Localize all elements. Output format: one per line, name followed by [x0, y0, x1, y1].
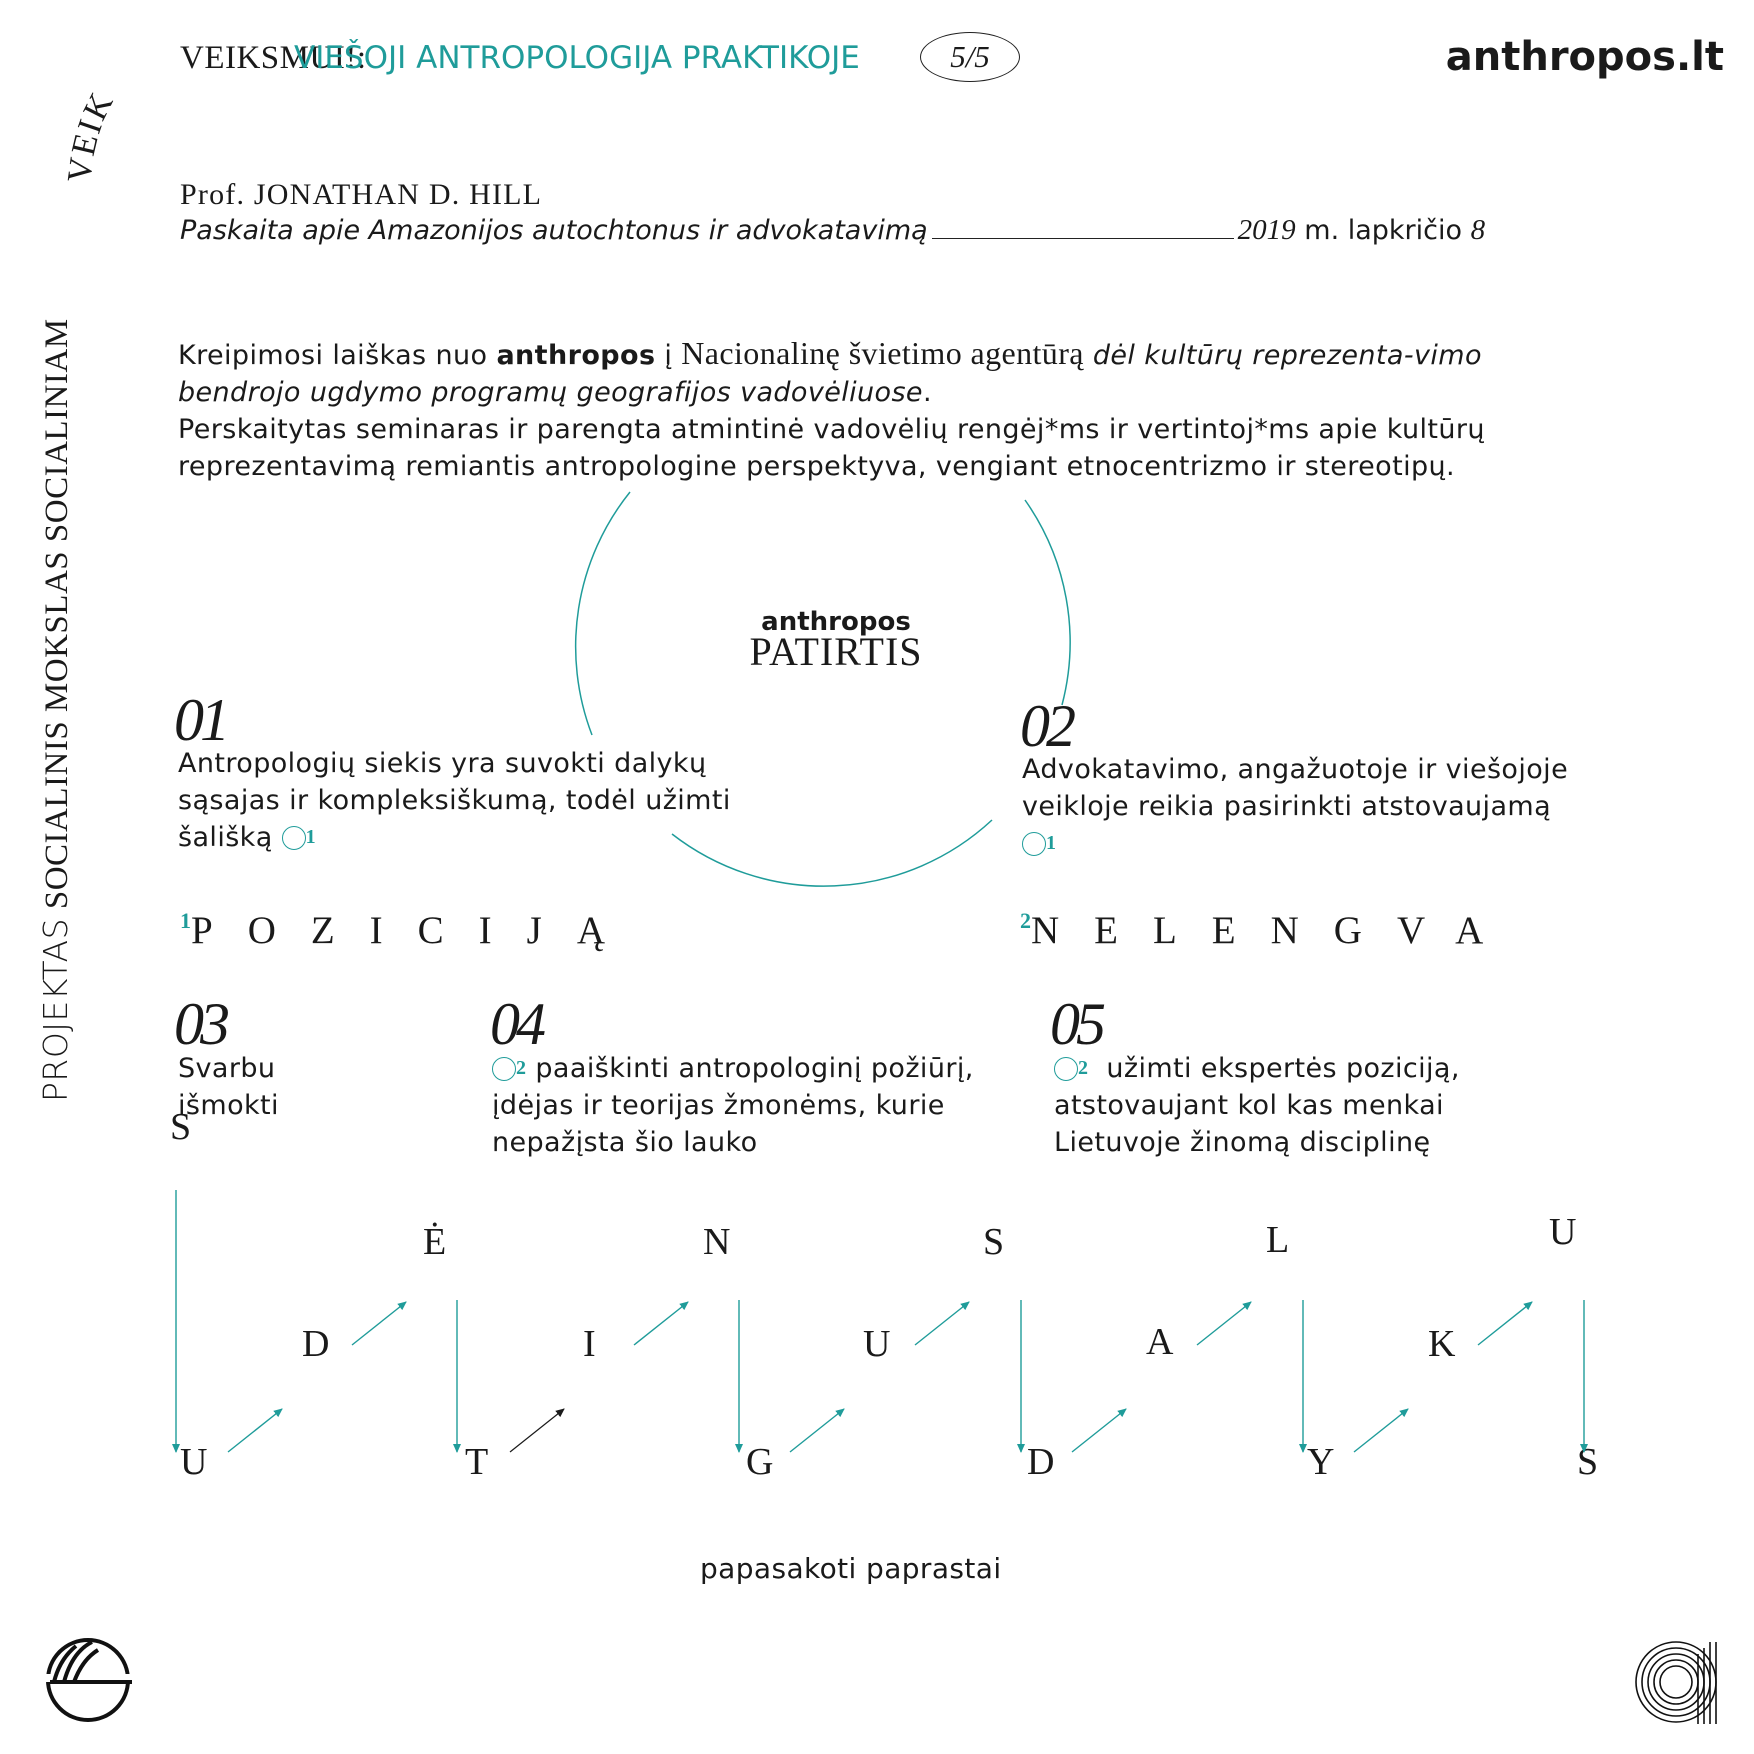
- footnote-2-word: NELENGVA: [1031, 909, 1519, 952]
- footnote-2-sup: 2: [1020, 908, 1031, 933]
- lecture-month: m. lapkričio: [1304, 215, 1463, 246]
- p1-b: į: [655, 340, 682, 371]
- zigzag-letter: A: [1146, 1321, 1174, 1363]
- item-04-number: 04: [490, 991, 546, 1057]
- item-02-sup: 1: [1046, 832, 1057, 854]
- zigzag-letter: Y: [1307, 1441, 1335, 1483]
- zigzag-letter: D: [1027, 1441, 1055, 1483]
- nordic-logo-icon: [44, 1638, 132, 1722]
- lecture-line: Paskaita apie Amazonijos autochtonus ir …: [180, 214, 1485, 247]
- footnote-1-sup: 1: [180, 908, 191, 933]
- item-04-body: paaiškinti antropologinį požiūrį, įdėjas…: [492, 1053, 974, 1158]
- item-02-body: Advokatavimo, angažuotoje ir viešojoje v…: [1022, 754, 1569, 822]
- circle-marker-icon: [1054, 1057, 1078, 1081]
- zigzag-letter: D: [302, 1323, 330, 1365]
- lecture-title: Paskaita apie Amazonijos autochtonus ir …: [180, 215, 928, 246]
- zigzag-letter: L: [1266, 1219, 1290, 1261]
- item-01-sup: 1: [305, 826, 317, 848]
- prefix-text: VEIKSMUI!:: [180, 40, 367, 76]
- arrow-up-8: [1353, 1408, 1409, 1453]
- zigzag-letter: N: [703, 1221, 731, 1263]
- item-03-number: 03: [174, 991, 230, 1057]
- intro-paragraph: Kreipimosi laiškas nuo anthropos į Nacio…: [178, 335, 1598, 485]
- p1-end: .: [922, 377, 932, 408]
- zigzag-letter: U: [863, 1323, 891, 1365]
- item-04-text: 2 paaiškinti antropologinį požiūrį, įdėj…: [492, 1050, 1032, 1161]
- item-05-text: 2 užimti ekspertės poziciją, atstovaujan…: [1054, 1050, 1524, 1161]
- arrow-up-7: [1196, 1301, 1252, 1346]
- zigzag-caption: papasakoti paprastai: [700, 1552, 1002, 1585]
- circle-marker-icon: [281, 826, 306, 850]
- circle-marker-icon: [1022, 832, 1046, 856]
- item-04-sup: 2: [516, 1057, 527, 1079]
- p1-bold: anthropos: [496, 340, 656, 371]
- lecture-year: 2019: [1237, 214, 1296, 246]
- item-02-text: Advokatavimo, angažuotoje ir viešojoje v…: [1022, 751, 1582, 862]
- arrow-up-4: [789, 1408, 845, 1453]
- footnote-2: 2NELENGVA: [1020, 908, 1518, 953]
- zigzag-letter: S: [170, 1106, 192, 1148]
- arrow-up-black: [509, 1408, 565, 1453]
- arrow-up-6: [1071, 1408, 1127, 1453]
- item-01-body: Antropologių siekis yra suvokti dalykų s…: [178, 748, 731, 853]
- arrow-up-9: [1477, 1301, 1533, 1346]
- footnote-1-word: POZICIJĄ: [191, 909, 641, 952]
- page-badge: 5/5: [920, 32, 1020, 82]
- arrow-up-3: [633, 1301, 689, 1346]
- footnote-1: 1POZICIJĄ: [180, 908, 640, 953]
- zigzag-letter: I: [583, 1323, 596, 1365]
- side-projektas: PROJEKTAS: [36, 917, 75, 1102]
- arrow-up-2: [351, 1301, 407, 1346]
- header-project-prefix: VEIKSMUI!:: [180, 40, 366, 77]
- arrow-up-5: [914, 1301, 970, 1346]
- item-01-text: Antropologių siekis yra suvokti dalykų s…: [178, 745, 738, 856]
- p1-italic: dėl kultūrų reprezenta-vimo bendrojo ugd…: [178, 340, 1482, 408]
- center-label: PATIRTIS: [749, 629, 923, 674]
- p1-a: Kreipimosi laiškas nuo: [178, 340, 497, 371]
- svg-text:VEIK: VEIK: [61, 86, 121, 185]
- item-03-text: Svarbu išmokti: [178, 1053, 279, 1121]
- item-05-sup: 2: [1078, 1057, 1089, 1079]
- zigzag-letter: Ė: [423, 1221, 447, 1263]
- brand-logo-text[interactable]: anthropos.lt: [1445, 34, 1724, 80]
- side-project-text: PROJEKTAS SOCIALINIS MOKSLAS SOCIALINIAM: [36, 318, 76, 1102]
- header-title: VIEŠOJI ANTROPOLOGIJA PRAKTIKOJE: [294, 40, 860, 76]
- curved-veik-text: VEIK: [61, 86, 121, 185]
- veik-textpath: VEIK: [61, 86, 119, 185]
- side-rest: SOCIALINIS MOKSLAS SOCIALINIAM: [39, 318, 75, 918]
- lecture-underline: [931, 238, 1234, 239]
- zigzag-letter: T: [465, 1441, 489, 1483]
- anthropos-logo-icon: [1635, 1641, 1717, 1724]
- zigzag-letter: U: [180, 1441, 208, 1483]
- circle-marker-icon: [492, 1057, 516, 1081]
- arrow-up-1: [227, 1408, 283, 1453]
- item-05-number: 05: [1050, 991, 1106, 1057]
- zigzag-letter: S: [983, 1221, 1005, 1263]
- item-05-body: užimti ekspertės poziciją, atstovaujant …: [1054, 1053, 1460, 1158]
- item-01-number: 01: [174, 687, 230, 753]
- p1-serif: Nacionalinę švietimo agentūrą: [681, 335, 1084, 371]
- zigzag-letter: S: [1577, 1441, 1599, 1483]
- lecturer-name: Prof. JONATHAN D. HILL: [180, 178, 543, 211]
- zigzag-letter: U: [1549, 1211, 1577, 1253]
- zigzag-letter: G: [746, 1441, 774, 1483]
- lecture-day: 8: [1470, 214, 1486, 246]
- item-02-number: 02: [1020, 693, 1076, 759]
- p2: Perskaitytas seminaras ir parengta atmin…: [178, 414, 1485, 482]
- zigzag-letter: K: [1428, 1323, 1456, 1365]
- center-brand: anthropos: [761, 607, 911, 637]
